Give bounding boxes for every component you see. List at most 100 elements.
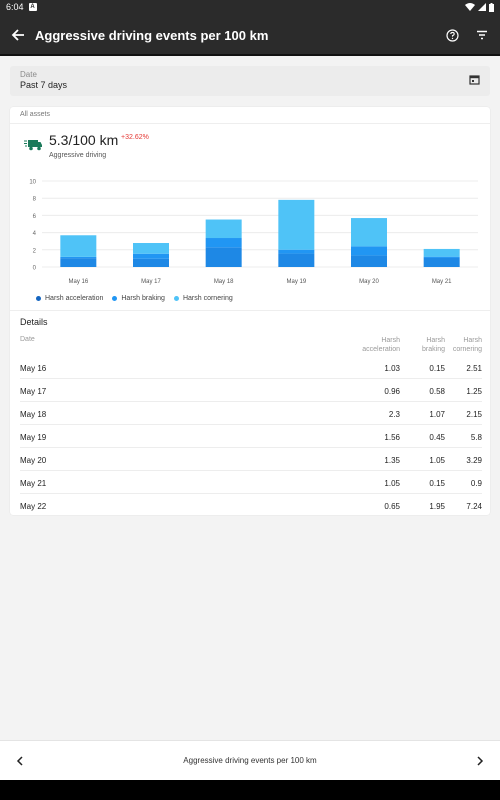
legend-label: Harsh acceleration [45, 295, 104, 302]
legend-item: Harsh braking [112, 295, 165, 302]
table-header: Date Harsh acceleration Harsh braking Ha… [20, 336, 482, 356]
col-header-line: Harsh [381, 337, 400, 344]
row-date: May 16 [20, 364, 47, 373]
legend-dot [173, 296, 179, 301]
x-tick-label: May 16 [68, 279, 88, 285]
system-nav-bar [0, 780, 500, 800]
row-acceleration: 1.05 [384, 479, 400, 488]
row-braking: 0.58 [429, 387, 445, 396]
col-header-cornering: Harsh cornering [446, 336, 482, 354]
y-tick-label: 10 [29, 180, 36, 186]
row-acceleration: 0.65 [384, 502, 400, 511]
details-table: May 16 1.03 0.15 2.51 May 17 0.96 0.58 1… [20, 356, 482, 517]
bar-segment [351, 255, 387, 267]
back-button[interactable] [0, 14, 36, 56]
bottom-nav-bar: Aggressive driving events per 100 km [0, 740, 500, 780]
bar-segment [133, 243, 169, 254]
legend-item: Harsh acceleration [36, 295, 103, 302]
prev-button[interactable] [0, 741, 40, 781]
bottom-nav-label: Aggressive driving events per 100 km [183, 756, 317, 765]
row-date: May 21 [20, 479, 47, 488]
y-tick-label: 4 [33, 231, 37, 237]
help-circle-icon [445, 28, 459, 42]
summary-card: All assets 5.3/100 km +32.62% Aggressive… [10, 107, 490, 515]
row-braking: 1.95 [429, 502, 445, 511]
filter-icon [477, 30, 487, 40]
col-header-line: Harsh [426, 337, 445, 344]
bar-segment [60, 258, 97, 267]
stacked-bar-chart: 0 2 4 6 8 10 May 16 May 17 May 18 May 19 May 20 May… [29, 180, 478, 285]
x-tick-label: May 18 [214, 279, 234, 285]
col-header-line: braking [422, 346, 445, 353]
filter-button[interactable] [470, 23, 494, 47]
next-button[interactable] [460, 741, 500, 781]
y-tick-label: 2 [33, 248, 37, 254]
chevron-left-icon [16, 755, 23, 766]
table-row: May 22 0.65 1.95 7.24 [20, 494, 482, 517]
bar-segment [60, 256, 97, 259]
row-acceleration: 1.35 [384, 456, 400, 465]
row-braking: 0.45 [429, 433, 445, 442]
row-date: May 17 [20, 387, 47, 396]
row-acceleration: 1.03 [384, 364, 400, 373]
kpi-delta: +32.62% [121, 134, 149, 141]
table-row: May 21 1.05 0.15 0.9 [20, 471, 482, 494]
bar-segment [205, 219, 242, 239]
bar-segment [60, 235, 97, 257]
table-row: May 19 1.56 0.45 5.8 [20, 425, 482, 448]
col-header-line: cornering [452, 346, 482, 353]
bar-segment [133, 253, 169, 259]
signal-icon [478, 3, 486, 11]
bar-segment [205, 238, 242, 248]
truck-icon [24, 140, 42, 151]
x-tick-label: May 19 [286, 279, 306, 285]
bar-segment [133, 258, 169, 267]
x-tick-label: May 20 [359, 279, 379, 285]
row-acceleration: 1.56 [384, 433, 400, 442]
date-filter[interactable]: Date Past 7 days [10, 66, 490, 96]
app-bar: Aggressive driving events per 100 km [0, 14, 500, 56]
status-time: 6:04 [6, 2, 24, 12]
table-row: May 17 0.96 0.58 1.25 [20, 379, 482, 402]
date-filter-value: Past 7 days [20, 80, 68, 90]
row-cornering: 5.8 [470, 433, 482, 442]
bar-segment [423, 256, 460, 258]
chart-legend: Harsh acceleration Harsh braking Harsh c… [36, 295, 233, 302]
kpi-label: Aggressive driving [49, 152, 107, 159]
row-acceleration: 0.96 [384, 387, 400, 396]
details-title: Details [20, 317, 48, 327]
y-tick-label: 0 [33, 266, 37, 272]
help-button[interactable] [440, 23, 464, 47]
row-cornering: 0.9 [470, 479, 482, 488]
arrow-left-icon [11, 29, 24, 41]
chevron-right-icon [477, 755, 484, 766]
row-cornering: 1.25 [466, 387, 482, 396]
col-header-braking: Harsh braking [405, 336, 445, 354]
legend-dot [112, 296, 118, 301]
bar-segment [205, 247, 242, 267]
kpi-value: 5.3/100 km [49, 132, 119, 148]
battery-icon [489, 2, 494, 12]
page-title: Aggressive driving events per 100 km [35, 27, 269, 43]
calendar-icon[interactable] [469, 74, 480, 85]
row-cornering: 2.15 [466, 410, 482, 419]
col-header-acceleration: Harsh acceleration [350, 336, 400, 354]
row-date: May 18 [20, 410, 47, 419]
bar-segment [278, 249, 315, 254]
row-date: May 20 [20, 456, 47, 465]
table-row: May 16 1.03 0.15 2.51 [20, 356, 482, 379]
app-bar-divider [0, 54, 500, 56]
y-tick-label: 8 [33, 197, 37, 203]
status-icons [465, 2, 494, 12]
table-row: May 18 2.3 1.07 2.15 [20, 402, 482, 425]
col-header-line: Harsh [463, 337, 482, 344]
status-bar: 6:04 A [0, 0, 500, 14]
row-braking: 0.15 [429, 479, 445, 488]
row-braking: 1.05 [429, 456, 445, 465]
card-divider [10, 310, 490, 311]
row-braking: 1.07 [429, 410, 445, 419]
legend-label: Harsh cornering [182, 295, 233, 302]
row-braking: 0.15 [429, 364, 445, 373]
table-row: May 20 1.35 1.05 3.29 [20, 448, 482, 471]
wifi-icon [465, 3, 475, 11]
